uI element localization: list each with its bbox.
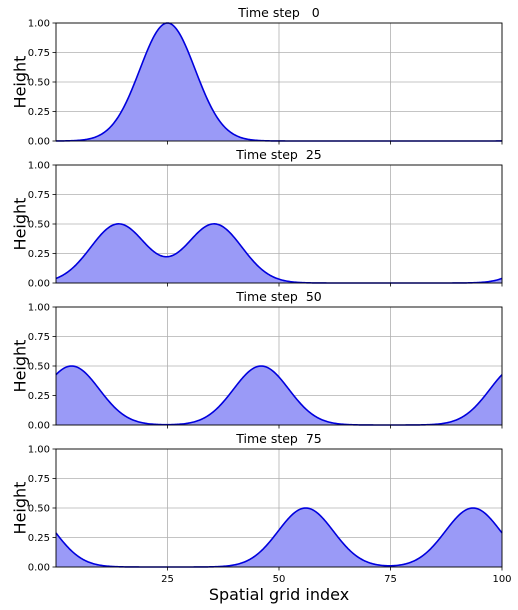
y-tick-label: 0.75 (28, 332, 50, 343)
panel-2-area (56, 366, 502, 425)
panel-0-title: Time step 0 (237, 5, 320, 20)
panel-0: Time step 0 0.00 0.25 0.50 0.75 1.00 Height (11, 5, 503, 148)
panel-1-x-ticks (167, 283, 503, 287)
y-tick-label: 0.75 (28, 190, 50, 201)
y-tick-label: 1.00 (28, 303, 50, 314)
panel-2-y-axis-label: Height (11, 340, 30, 393)
y-tick-label: 0.00 (28, 563, 50, 574)
panel-0-y-ticks: 0.00 0.25 0.50 0.75 1.00 (28, 19, 56, 148)
y-tick-label: 1.00 (28, 19, 50, 30)
panel-0-y-axis-label: Height (11, 56, 30, 109)
panel-1-y-axis-label: Height (11, 198, 30, 251)
y-tick-label: 0.25 (28, 249, 50, 260)
y-tick-label: 0.00 (28, 137, 50, 148)
y-tick-label: 0.25 (28, 107, 50, 118)
panel-0-area (56, 23, 502, 141)
panel-3-area (56, 508, 502, 567)
y-tick-label: 0.75 (28, 48, 50, 59)
panel-1: Time step 25 0.00 0.25 0.50 0.75 1.00 Height (11, 147, 503, 290)
panel-3-title: Time step 75 (235, 431, 321, 446)
y-tick-label: 0.50 (28, 220, 50, 231)
y-tick-label: 0.75 (28, 474, 50, 485)
panel-3: Time step 75 0.00 0.25 0.50 0.75 1.00 25 50 75… (11, 431, 512, 585)
y-tick-label: 0.00 (28, 421, 50, 432)
panel-3-y-ticks: 0.00 0.25 0.50 0.75 1.00 (28, 445, 56, 574)
panel-1-title: Time step 25 (235, 147, 321, 162)
y-tick-label: 0.25 (28, 391, 50, 402)
panel-3-y-axis-label: Height (11, 482, 30, 535)
panel-2-x-ticks (167, 425, 503, 429)
y-tick-label: 0.00 (28, 279, 50, 290)
panel-3-x-ticks: 25 50 75 100 (161, 567, 512, 585)
x-tick-label: 75 (384, 574, 397, 585)
x-tick-label: 50 (273, 574, 286, 585)
y-tick-label: 0.50 (28, 78, 50, 89)
panel-2-y-ticks: 0.00 0.25 0.50 0.75 1.00 (28, 303, 56, 432)
panel-1-y-ticks: 0.00 0.25 0.50 0.75 1.00 (28, 161, 56, 290)
y-tick-label: 1.00 (28, 161, 50, 172)
x-tick-label: 25 (161, 574, 174, 585)
y-tick-label: 0.50 (28, 504, 50, 515)
y-tick-label: 1.00 (28, 445, 50, 456)
panel-1-area (56, 223, 502, 283)
x-tick-label: 100 (492, 574, 511, 585)
panel-2-title: Time step 50 (235, 289, 322, 304)
x-axis-label: Spatial grid index (209, 585, 349, 604)
y-tick-label: 0.25 (28, 533, 50, 544)
panel-0-x-ticks (167, 141, 503, 145)
panel-2: Time step 50 0.00 0.25 0.50 0.75 1.00 Height (11, 289, 503, 432)
y-tick-label: 0.50 (28, 362, 50, 373)
